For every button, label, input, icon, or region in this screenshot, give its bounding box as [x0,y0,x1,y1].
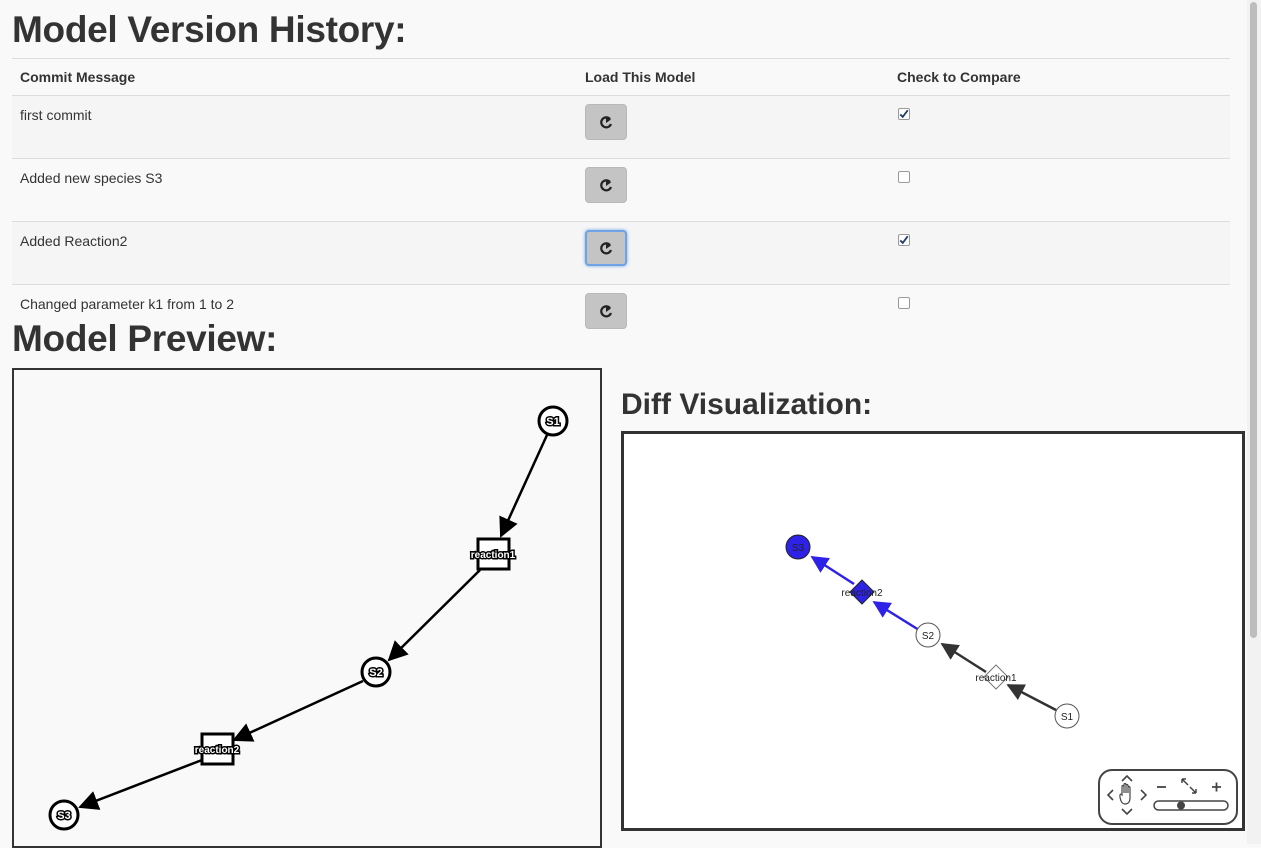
pan-left-icon[interactable] [1106,789,1114,801]
model-preview-graph[interactable]: S1 reaction1 S2 reaction2 S3 [14,370,602,848]
model-preview-title: Model Preview: [12,318,278,359]
species-node-s1[interactable]: S1 [537,405,569,437]
commit-message: first commit [12,95,577,159]
diff-node-reaction1[interactable]: reaction1 [975,664,1017,690]
edge-s1-reaction1 [499,434,549,538]
zoom-slider[interactable] [1153,800,1229,811]
share-arrow-icon [600,305,613,318]
hand-pan-icon [1119,782,1131,805]
edge-reaction1-s2 [387,569,481,662]
pan-zoom-control [1098,769,1238,825]
reaction-label-reaction2: reaction2 [195,745,240,756]
page-scrollbar[interactable] [1247,0,1261,844]
pan-up-icon[interactable] [1121,774,1133,782]
reaction-node-reaction1[interactable]: reaction1 [469,537,517,571]
diff-graph[interactable]: S3 reaction2 S2 reaction1 S1 [624,434,1242,828]
diff-edge-s1-reaction1 [1006,683,1057,712]
share-arrow-icon [600,116,613,129]
table-row: first commit [12,95,1230,159]
species-label-s3: S3 [57,810,70,822]
diff-label-s3: S3 [792,543,805,554]
page-title: Model Version History: [12,9,407,50]
column-header-commit-message: Commit Message [12,58,577,96]
compare-checkbox[interactable] [898,234,910,246]
edge-reaction2-s3 [78,758,203,810]
diff-node-reaction2[interactable]: reaction2 [841,579,883,605]
commit-message: Changed parameter k1 from 1 to 2 [12,284,577,347]
diff-visualization-title: Diff Visualization: [621,388,873,421]
table-row: Added Reaction2 [12,221,1230,285]
pan-control[interactable] [1106,774,1148,816]
diff-edge-reaction2-s3 [810,555,855,586]
pan-down-icon[interactable] [1121,808,1133,816]
share-arrow-icon [600,242,613,255]
species-node-s2[interactable]: S2 [360,656,392,688]
diff-node-s1[interactable]: S1 [1054,703,1080,729]
table-row: Changed parameter k1 from 1 to 2 [12,284,1230,347]
column-header-load-model: Load This Model [577,58,889,96]
pan-right-icon[interactable] [1140,789,1148,801]
share-arrow-icon [600,179,613,192]
checkmark-icon [899,109,909,119]
model-preview-panel[interactable]: S1 reaction1 S2 reaction2 S3 [12,368,602,848]
checkmark-icon [899,235,909,245]
table-row: Added new species S3 [12,158,1230,222]
scrollbar-thumb[interactable] [1250,2,1257,638]
edge-s2-reaction2 [232,679,364,742]
load-model-button[interactable] [585,230,627,266]
compare-checkbox[interactable] [898,297,910,309]
diff-node-s2[interactable]: S2 [915,622,941,648]
diff-node-s3[interactable]: S3 [785,534,811,560]
diff-label-reaction2: reaction2 [841,588,883,599]
version-history-table: Commit Message Load This Model Check to … [12,58,1230,347]
reaction-label-reaction1: reaction1 [471,550,516,561]
diff-visualization-panel[interactable]: S3 reaction2 S2 reaction1 S1 [621,431,1245,831]
species-label-s1: S1 [546,416,559,428]
zoom-slider-handle[interactable] [1177,801,1185,810]
load-model-button[interactable] [585,293,627,329]
fit-expand-icon[interactable] [1181,778,1197,794]
load-model-button[interactable] [585,104,627,140]
diff-edge-reaction1-s2 [940,642,987,674]
commit-message: Added new species S3 [12,158,577,222]
compare-checkbox[interactable] [898,171,910,183]
diff-label-s1: S1 [1061,712,1074,723]
commit-message: Added Reaction2 [12,221,577,285]
species-label-s2: S2 [369,667,382,679]
diff-label-s2: S2 [922,631,935,642]
load-model-button[interactable] [585,167,627,203]
reaction-node-reaction2[interactable]: reaction2 [193,732,241,766]
compare-checkbox[interactable] [898,108,910,120]
species-node-s3[interactable]: S3 [48,799,80,831]
column-header-compare: Check to Compare [889,58,1230,96]
diff-edge-s2-reaction2 [872,600,920,632]
plus-icon[interactable] [1212,782,1221,792]
table-header-row: Commit Message Load This Model Check to … [12,58,1230,96]
diff-label-reaction1: reaction1 [975,673,1017,684]
